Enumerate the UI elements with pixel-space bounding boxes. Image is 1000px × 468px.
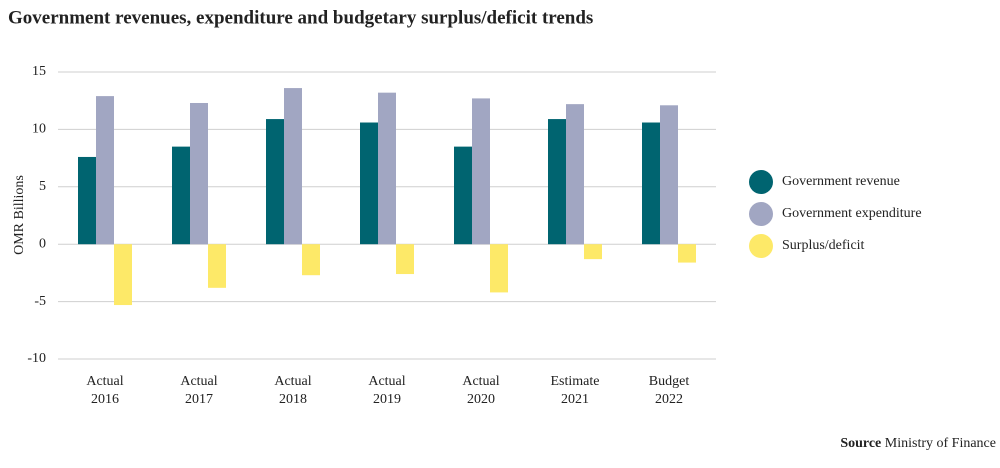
bar bbox=[190, 102, 208, 245]
bar bbox=[208, 244, 226, 288]
bar bbox=[396, 244, 414, 275]
legend-marker bbox=[749, 170, 773, 194]
bar bbox=[172, 146, 190, 245]
legend-label: Government expenditure bbox=[782, 206, 922, 221]
legend-label: Surplus/deficit bbox=[782, 238, 865, 253]
x-tick-label: 2017 bbox=[185, 392, 213, 407]
bar bbox=[678, 244, 696, 263]
bar bbox=[472, 98, 490, 245]
bar bbox=[454, 146, 472, 245]
x-tick-label: Actual bbox=[368, 374, 405, 389]
y-tick-label: 5 bbox=[39, 179, 46, 194]
bar bbox=[660, 105, 678, 245]
legend-label: Government revenue bbox=[782, 174, 900, 189]
source-text: Ministry of Finance bbox=[885, 436, 996, 451]
bar bbox=[96, 96, 114, 245]
y-tick-label: -5 bbox=[34, 294, 46, 309]
y-axis-label: OMR Billions bbox=[12, 175, 27, 255]
chart-title: Government revenues, expenditure and bud… bbox=[8, 7, 593, 28]
x-tick-label: Actual bbox=[274, 374, 311, 389]
bar bbox=[302, 244, 320, 276]
bar bbox=[114, 244, 132, 306]
x-tick-label: Actual bbox=[86, 374, 123, 389]
x-tick-label: 2019 bbox=[373, 392, 401, 407]
x-tick-label: Estimate bbox=[551, 374, 600, 389]
y-tick-label: 10 bbox=[32, 122, 46, 137]
bar bbox=[78, 156, 96, 245]
bar bbox=[360, 122, 378, 245]
bar bbox=[378, 92, 396, 245]
bar bbox=[566, 104, 584, 245]
x-tick-label: 2016 bbox=[91, 392, 119, 407]
bar bbox=[548, 119, 566, 245]
x-tick-label: 2018 bbox=[279, 392, 307, 407]
x-tick-label: 2021 bbox=[561, 392, 589, 407]
bar bbox=[284, 88, 302, 245]
y-tick-label: 15 bbox=[32, 64, 46, 79]
bar bbox=[584, 244, 602, 260]
y-tick-label: -10 bbox=[27, 351, 46, 366]
legend-marker bbox=[749, 234, 773, 258]
y-tick-label: 0 bbox=[39, 236, 46, 251]
source: Source Ministry of Finance bbox=[840, 436, 996, 451]
legend-marker bbox=[749, 202, 773, 226]
source-label: Source bbox=[840, 436, 881, 451]
x-tick-label: 2022 bbox=[655, 392, 683, 407]
x-tick-label: Actual bbox=[180, 374, 217, 389]
x-tick-label: Budget bbox=[649, 374, 690, 389]
bar bbox=[490, 244, 508, 293]
x-tick-label: 2020 bbox=[467, 392, 495, 407]
bar bbox=[642, 122, 660, 245]
bar bbox=[266, 119, 284, 245]
x-tick-label: Actual bbox=[462, 374, 499, 389]
